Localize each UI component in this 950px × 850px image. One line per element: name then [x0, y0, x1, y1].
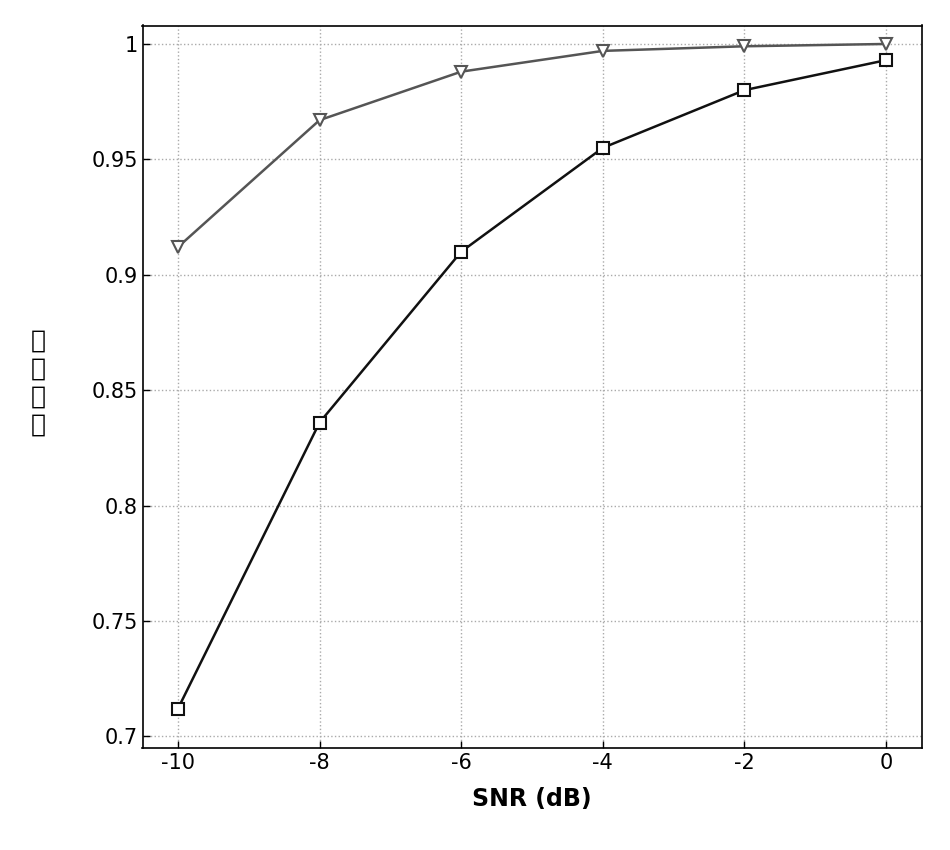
- Text: 感
知
精
度: 感 知 精 度: [30, 329, 46, 436]
- X-axis label: SNR (dB): SNR (dB): [472, 787, 592, 811]
